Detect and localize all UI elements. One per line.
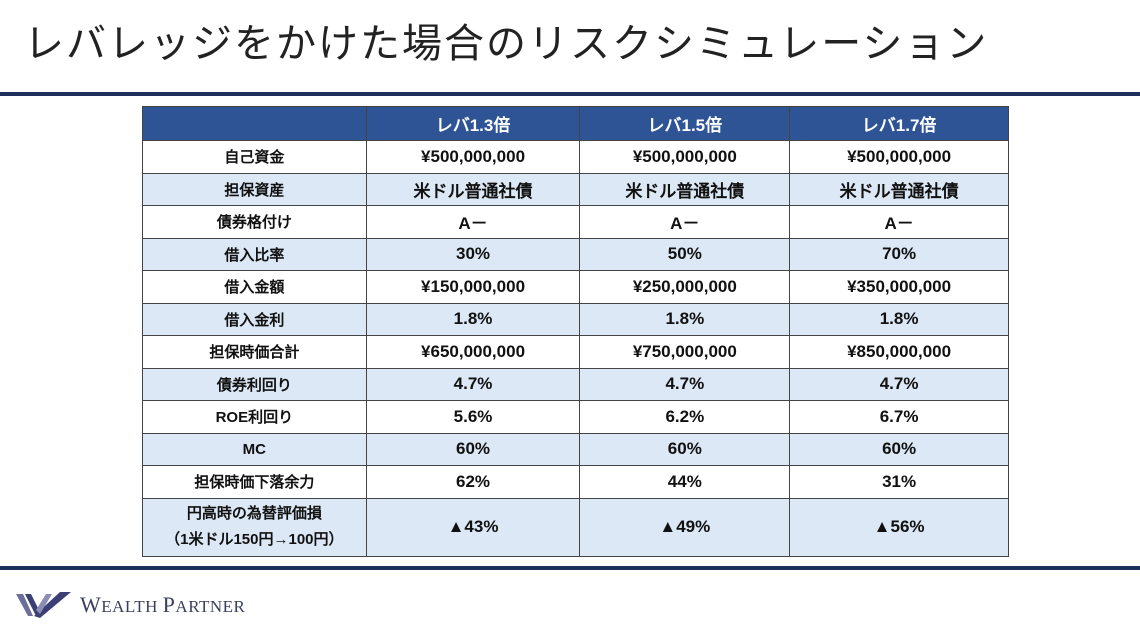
table-cell: 4.7% <box>579 367 791 401</box>
company-logo: WEALTH PARTNER <box>16 590 245 620</box>
header-leverage-1-3: レバ1.3倍 <box>365 106 581 141</box>
logo-wordmark: WEALTH PARTNER <box>80 592 246 617</box>
table-row: 借入金額 ¥150,000,000 ¥250,000,000 ¥350,000,000 <box>142 270 1009 304</box>
row-label: 円高時の為替評価損 （1米ドル150円→100円） <box>142 497 367 557</box>
row-label: 債券利回り <box>142 367 367 401</box>
table-cell: ¥500,000,000 <box>365 140 581 174</box>
table-row: 自己資金 ¥500,000,000 ¥500,000,000 ¥500,000,000 <box>142 140 1009 174</box>
table-cell: ¥500,000,000 <box>579 140 791 174</box>
table-row: 借入比率 30% 50% 70% <box>142 237 1009 271</box>
table-cell: 1.8% <box>365 302 581 336</box>
table-row: 円高時の為替評価損 （1米ドル150円→100円） ▲43% ▲49% ▲56% <box>142 497 1009 557</box>
header-row: レバ1.3倍 レバ1.5倍 レバ1.7倍 <box>142 106 1009 141</box>
table-cell: 1.8% <box>789 302 1009 336</box>
row-label-main: 円高時の為替評価損 <box>186 505 322 522</box>
table-cell: 1.8% <box>579 302 791 336</box>
table-row: 担保時価合計 ¥650,000,000 ¥750,000,000 ¥850,000,0… <box>142 335 1009 369</box>
table-cell: A－ <box>579 205 791 239</box>
row-label: 借入比率 <box>142 237 367 271</box>
row-label: ROE利回り <box>142 400 367 434</box>
table-cell: 米ドル普通社債 <box>579 172 791 206</box>
table-cell: ▲56% <box>789 497 1009 557</box>
table-cell: 米ドル普通社債 <box>789 172 1009 206</box>
table-cell: 70% <box>789 237 1009 271</box>
table-row: 債券格付け A－ A－ A－ <box>142 205 1009 239</box>
table-cell: 50% <box>579 237 791 271</box>
table-cell: 60% <box>579 432 791 466</box>
bottom-divider <box>0 566 1140 570</box>
table-cell: 62% <box>365 465 581 499</box>
row-label: 債券格付け <box>142 205 367 239</box>
table-cell: 30% <box>365 237 581 271</box>
table-cell: 6.2% <box>579 400 791 434</box>
table-row: ROE利回り 5.6% 6.2% 6.7% <box>142 400 1009 434</box>
table-cell: 米ドル普通社債 <box>365 172 581 206</box>
row-label: 借入金額 <box>142 270 367 304</box>
top-divider <box>0 92 1140 96</box>
table-cell: ¥650,000,000 <box>365 335 581 369</box>
table-row: 借入金利 1.8% 1.8% 1.8% <box>142 302 1009 336</box>
table-row: 債券利回り 4.7% 4.7% 4.7% <box>142 367 1009 401</box>
table-cell: ¥250,000,000 <box>579 270 791 304</box>
table-cell: A－ <box>789 205 1009 239</box>
row-label: 担保資産 <box>142 172 367 206</box>
page-title: レバレッジをかけた場合のリスクシミュレーション <box>24 21 989 67</box>
table-cell: 6.7% <box>789 400 1009 434</box>
table-cell: 60% <box>789 432 1009 466</box>
table-cell: 4.7% <box>789 367 1009 401</box>
table-cell: ▲49% <box>579 497 791 557</box>
header-leverage-1-5: レバ1.5倍 <box>579 106 791 141</box>
table-row: 担保時価下落余力 62% 44% 31% <box>142 465 1009 499</box>
table-cell: 4.7% <box>365 367 581 401</box>
row-label: 自己資金 <box>142 140 367 174</box>
table-cell: ¥850,000,000 <box>789 335 1009 369</box>
table-cell: ¥350,000,000 <box>789 270 1009 304</box>
table-cell: 44% <box>579 465 791 499</box>
table-row: 担保資産 米ドル普通社債 米ドル普通社債 米ドル普通社債 <box>142 172 1009 206</box>
table-cell: ¥150,000,000 <box>365 270 581 304</box>
row-label-sub: （1米ドル150円→100円） <box>165 531 344 548</box>
table-row: MC 60% 60% 60% <box>142 432 1009 466</box>
wealth-partner-logo-icon <box>16 592 71 618</box>
row-label: 借入金利 <box>142 302 367 336</box>
table-cell: 5.6% <box>365 400 581 434</box>
table-cell: 60% <box>365 432 581 466</box>
table-cell: 31% <box>789 465 1009 499</box>
row-label: 担保時価下落余力 <box>142 465 367 499</box>
header-corner <box>142 106 367 141</box>
row-label: MC <box>142 432 367 466</box>
header-leverage-1-7: レバ1.7倍 <box>789 106 1009 141</box>
table-cell: ¥500,000,000 <box>789 140 1009 174</box>
table-cell: ¥750,000,000 <box>579 335 791 369</box>
row-label: 担保時価合計 <box>142 335 367 369</box>
table-cell: A－ <box>365 205 581 239</box>
simulation-table: レバ1.3倍 レバ1.5倍 レバ1.7倍 自己資金 ¥500,000,000 ¥50… <box>142 106 1009 557</box>
table-cell: ▲43% <box>365 497 581 557</box>
